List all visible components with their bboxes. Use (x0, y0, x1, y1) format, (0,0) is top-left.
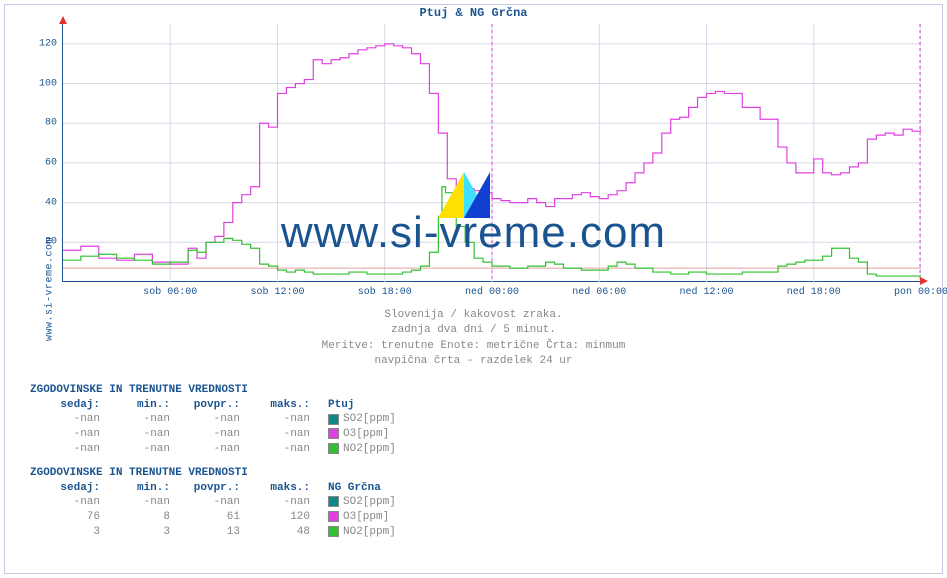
swatch-icon (328, 496, 339, 507)
series-legend: O3[ppm] (310, 427, 402, 442)
swatch-icon (328, 414, 339, 425)
col-header: sedaj: (30, 481, 100, 495)
xtick-label: sob 06:00 (143, 287, 197, 298)
cell-value: -nan (170, 412, 240, 427)
cell-value: 120 (240, 510, 310, 525)
y-axis-arrow-icon (59, 16, 67, 24)
location-name: Ptuj (310, 398, 402, 412)
xtick-label: ned 00:00 (465, 287, 519, 298)
ytick-label: 20 (45, 237, 57, 248)
ytick-label: 100 (39, 78, 57, 89)
cell-value: 3 (30, 525, 100, 540)
table-row: -nan-nan-nan-nanNO2[ppm] (30, 442, 402, 457)
location-name: NG Grčna (310, 481, 402, 495)
cell-value: -nan (30, 495, 100, 510)
table-row: 331348NO2[ppm] (30, 525, 402, 540)
caption-line: Slovenija / kakovost zraka. (0, 308, 947, 323)
chart-svg (63, 24, 921, 282)
xtick-label: ned 06:00 (572, 287, 626, 298)
watermark-logo-icon (438, 172, 490, 218)
cell-value: 48 (240, 525, 310, 540)
x-axis-arrow-icon (920, 277, 928, 285)
series-legend: O3[ppm] (310, 510, 402, 525)
table-row: -nan-nan-nan-nanSO2[ppm] (30, 495, 402, 510)
cell-value: -nan (100, 412, 170, 427)
col-header: sedaj: (30, 398, 100, 412)
series-label: NO2[ppm] (343, 443, 396, 455)
chart-title: Ptuj & NG Grčna (0, 6, 947, 20)
xtick-label: ned 12:00 (679, 287, 733, 298)
cell-value: -nan (240, 442, 310, 457)
cell-value: 61 (170, 510, 240, 525)
col-header: maks.: (240, 398, 310, 412)
stats-table: sedaj:min.:povpr.:maks.:Ptuj-nan-nan-nan… (30, 398, 402, 457)
col-header: povpr.: (170, 481, 240, 495)
cell-value: -nan (170, 442, 240, 457)
series-label: SO2[ppm] (343, 496, 396, 508)
series-legend: NO2[ppm] (310, 442, 402, 457)
cell-value: -nan (100, 495, 170, 510)
cell-value: -nan (30, 442, 100, 457)
ytick-label: 120 (39, 38, 57, 49)
col-header: min.: (100, 481, 170, 495)
caption-line: zadnja dva dni / 5 minut. (0, 323, 947, 338)
col-header: maks.: (240, 481, 310, 495)
series-label: O3[ppm] (343, 428, 389, 440)
xtick-label: sob 18:00 (358, 287, 412, 298)
col-header: min.: (100, 398, 170, 412)
caption-line: navpična črta - razdelek 24 ur (0, 354, 947, 369)
xtick-label: pon 00:00 (894, 287, 947, 298)
cell-value: 3 (100, 525, 170, 540)
cell-value: -nan (100, 427, 170, 442)
cell-value: -nan (100, 442, 170, 457)
cell-value: 76 (30, 510, 100, 525)
data-tables: ZGODOVINSKE IN TRENUTNE VREDNOSTIsedaj:m… (30, 374, 402, 539)
table-row: -nan-nan-nan-nanO3[ppm] (30, 427, 402, 442)
cell-value: -nan (240, 495, 310, 510)
cell-value: -nan (240, 427, 310, 442)
series-label: NO2[ppm] (343, 526, 396, 538)
table-title: ZGODOVINSKE IN TRENUTNE VREDNOSTI (30, 384, 402, 396)
swatch-icon (328, 511, 339, 522)
caption-line: Meritve: trenutne Enote: metrične Črta: … (0, 339, 947, 354)
cell-value: -nan (240, 412, 310, 427)
series-legend: NO2[ppm] (310, 525, 402, 540)
swatch-icon (328, 428, 339, 439)
ytick-label: 60 (45, 157, 57, 168)
xtick-label: sob 12:00 (250, 287, 304, 298)
swatch-icon (328, 526, 339, 537)
series-legend: SO2[ppm] (310, 412, 402, 427)
col-header: povpr.: (170, 398, 240, 412)
stats-table: sedaj:min.:povpr.:maks.:NG Grčna-nan-nan… (30, 481, 402, 540)
ytick-label: 40 (45, 197, 57, 208)
table-row: 76861120 O3[ppm] (30, 510, 402, 525)
xtick-label: ned 18:00 (787, 287, 841, 298)
table-row: -nan-nan-nan-nanSO2[ppm] (30, 412, 402, 427)
series-label: O3[ppm] (343, 511, 389, 523)
swatch-icon (328, 443, 339, 454)
cell-value: -nan (30, 427, 100, 442)
chart-caption: Slovenija / kakovost zraka. zadnja dva d… (0, 308, 947, 370)
cell-value: -nan (170, 495, 240, 510)
cell-value: 13 (170, 525, 240, 540)
series-legend: SO2[ppm] (310, 495, 402, 510)
series-label: SO2[ppm] (343, 413, 396, 425)
chart-plot: 20406080100120 sob 06:00sob 12:00sob 18:… (62, 24, 920, 282)
ytick-label: 80 (45, 118, 57, 129)
cell-value: -nan (170, 427, 240, 442)
table-title: ZGODOVINSKE IN TRENUTNE VREDNOSTI (30, 467, 402, 479)
cell-value: -nan (30, 412, 100, 427)
cell-value: 8 (100, 510, 170, 525)
